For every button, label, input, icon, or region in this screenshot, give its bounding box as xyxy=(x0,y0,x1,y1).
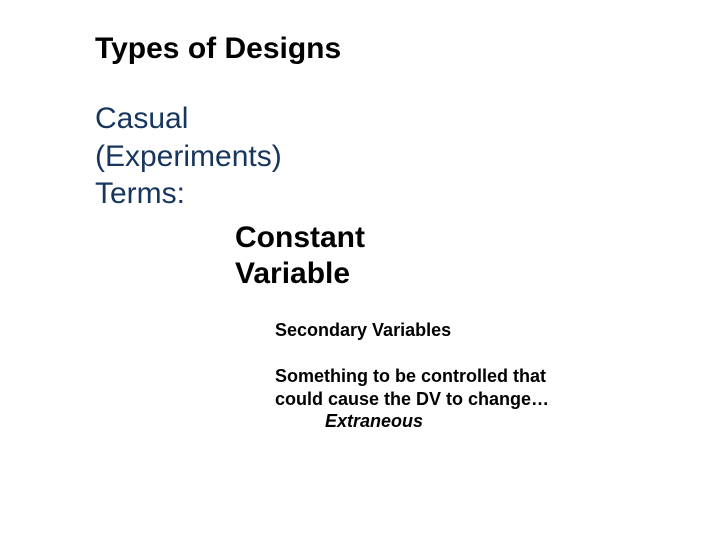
secondary-body-line-1: Something to be controlled that xyxy=(275,366,546,386)
terms-block: Constant Variable xyxy=(235,220,365,292)
secondary-body-line-2: could cause the DV to change… xyxy=(275,389,549,409)
slide-title: Types of Designs xyxy=(95,32,341,66)
subtitle-line-1: Casual xyxy=(95,100,282,138)
terms-line-1: Constant xyxy=(235,220,365,256)
slide-subtitle: Casual (Experiments) Terms: xyxy=(95,100,282,213)
secondary-heading: Secondary Variables xyxy=(275,320,451,341)
slide: Types of Designs Casual (Experiments) Te… xyxy=(0,0,720,540)
secondary-body: Something to be controlled that could ca… xyxy=(275,365,549,433)
subtitle-line-3: Terms: xyxy=(95,175,282,213)
secondary-emphasis: Extraneous xyxy=(275,410,549,433)
subtitle-line-2: (Experiments) xyxy=(95,138,282,176)
terms-line-2: Variable xyxy=(235,256,365,292)
